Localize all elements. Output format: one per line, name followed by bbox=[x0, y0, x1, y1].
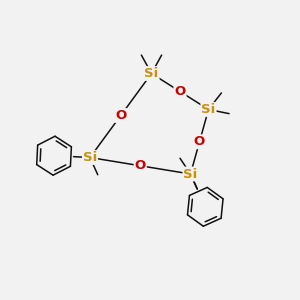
Text: O: O bbox=[115, 109, 126, 122]
Text: O: O bbox=[194, 135, 205, 148]
Text: Si: Si bbox=[144, 67, 159, 80]
Text: O: O bbox=[174, 85, 186, 98]
Text: Si: Si bbox=[83, 151, 97, 164]
Text: Si: Si bbox=[201, 103, 216, 116]
Text: Si: Si bbox=[183, 167, 198, 181]
Text: O: O bbox=[135, 159, 146, 172]
